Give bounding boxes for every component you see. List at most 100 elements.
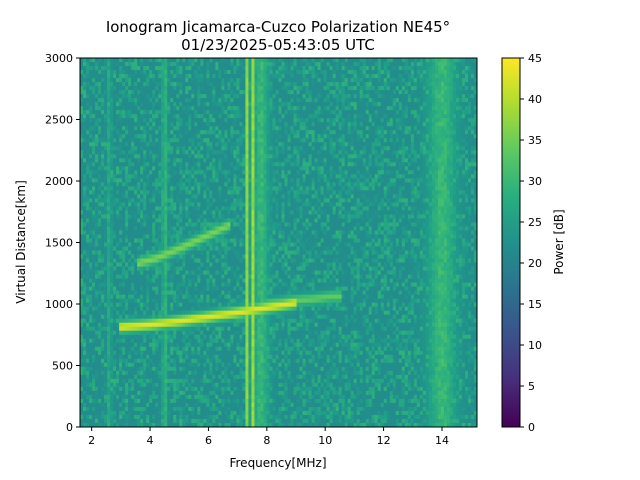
heatmap-cell (245, 70, 249, 75)
heatmap-cell (224, 142, 228, 147)
heatmap-cell (395, 58, 400, 63)
heatmap-cell (218, 166, 222, 171)
heatmap-cell (398, 58, 403, 63)
heatmap-cell (290, 114, 294, 119)
heatmap-cell (83, 90, 87, 95)
heatmap-cell (221, 198, 225, 203)
heatmap-cell (314, 86, 318, 91)
heatmap-cell (98, 78, 102, 83)
heatmap-cell (317, 190, 322, 195)
heatmap-cell (308, 206, 312, 211)
heatmap-cell (161, 142, 165, 147)
heatmap-cell (260, 130, 264, 135)
heatmap-cell (89, 154, 93, 159)
heatmap-cell (428, 102, 433, 107)
heatmap-cell (404, 58, 409, 63)
heatmap-cell (200, 122, 204, 127)
heatmap-cell (98, 158, 102, 163)
heatmap-cell (377, 134, 382, 139)
heatmap-cell (215, 66, 219, 71)
heatmap-cell (98, 62, 102, 67)
heatmap-cell (440, 78, 445, 83)
heatmap-cell (431, 178, 436, 183)
heatmap-cell (446, 58, 451, 63)
heatmap-cell (353, 138, 358, 143)
heatmap-cell (152, 166, 156, 171)
heatmap-cell (233, 86, 237, 91)
heatmap-cell (431, 122, 436, 127)
heatmap-cell (110, 102, 114, 107)
heatmap-cell (446, 134, 451, 139)
heatmap-cell (200, 130, 204, 135)
heatmap-cell (197, 190, 201, 195)
heatmap-cell (419, 62, 424, 67)
heatmap-cell (218, 74, 222, 79)
heatmap-cell (422, 106, 427, 111)
heatmap-cell (182, 126, 186, 131)
heatmap-cell (176, 198, 180, 203)
heatmap-cell (155, 86, 159, 91)
heatmap-cell (149, 102, 153, 107)
heatmap-cell (344, 62, 349, 67)
heatmap-cell (245, 94, 249, 99)
heatmap-cell (101, 146, 105, 151)
heatmap-cell (365, 66, 370, 71)
heatmap-cell (404, 74, 409, 79)
heatmap-cell (107, 182, 111, 187)
heatmap-cell (245, 102, 249, 107)
heatmap-cell (410, 198, 415, 203)
heatmap-cell (323, 66, 328, 71)
heatmap-cell (389, 162, 394, 167)
heatmap-cell (374, 190, 379, 195)
heatmap-cell (461, 58, 466, 63)
heatmap-cell (137, 62, 141, 67)
heatmap-cell (137, 90, 141, 95)
heatmap-cell (158, 162, 162, 167)
heatmap-cell (377, 122, 382, 127)
heatmap-cell (170, 202, 174, 207)
heatmap-cell (254, 106, 258, 111)
heatmap-cell (176, 178, 180, 183)
heatmap-cell (401, 102, 406, 107)
heatmap-cell (464, 122, 469, 127)
heatmap-cell (422, 198, 427, 203)
heatmap-cell (341, 146, 346, 151)
heatmap-cell (326, 202, 331, 207)
heatmap-cell (326, 102, 331, 107)
heatmap-cell (458, 58, 463, 63)
heatmap-cell (272, 106, 276, 111)
heatmap-cell (434, 182, 439, 187)
heatmap-cell (152, 170, 156, 175)
heatmap-cell (353, 110, 358, 115)
heatmap-cell (341, 70, 346, 75)
heatmap-cell (416, 118, 421, 123)
heatmap-cell (320, 130, 325, 135)
heatmap-cell (179, 70, 183, 75)
heatmap-cell (212, 134, 216, 139)
heatmap-cell (254, 90, 258, 95)
heatmap-cell (422, 134, 427, 139)
heatmap-cell (176, 62, 180, 67)
heatmap-cell (167, 182, 171, 187)
heatmap-cell (299, 114, 303, 119)
heatmap-cell (302, 94, 306, 99)
heatmap-cell (392, 166, 397, 171)
heatmap-cell (413, 134, 418, 139)
heatmap-cell (92, 138, 96, 143)
heatmap-cell (275, 134, 279, 139)
heatmap-cell (191, 110, 195, 115)
heatmap-cell (395, 186, 400, 191)
heatmap-cell (263, 74, 267, 79)
heatmap-cell (128, 110, 132, 115)
heatmap-cell (407, 110, 412, 115)
heatmap-cell (350, 206, 355, 211)
heatmap-cell (296, 174, 300, 179)
heatmap-cell (425, 194, 430, 199)
heatmap-cell (449, 154, 454, 159)
heatmap-cell (221, 150, 225, 155)
heatmap-cell (383, 170, 388, 175)
heatmap-cell (326, 130, 331, 135)
heatmap-cell (383, 62, 388, 67)
heatmap-cell (131, 114, 135, 119)
heatmap-cell (380, 114, 385, 119)
